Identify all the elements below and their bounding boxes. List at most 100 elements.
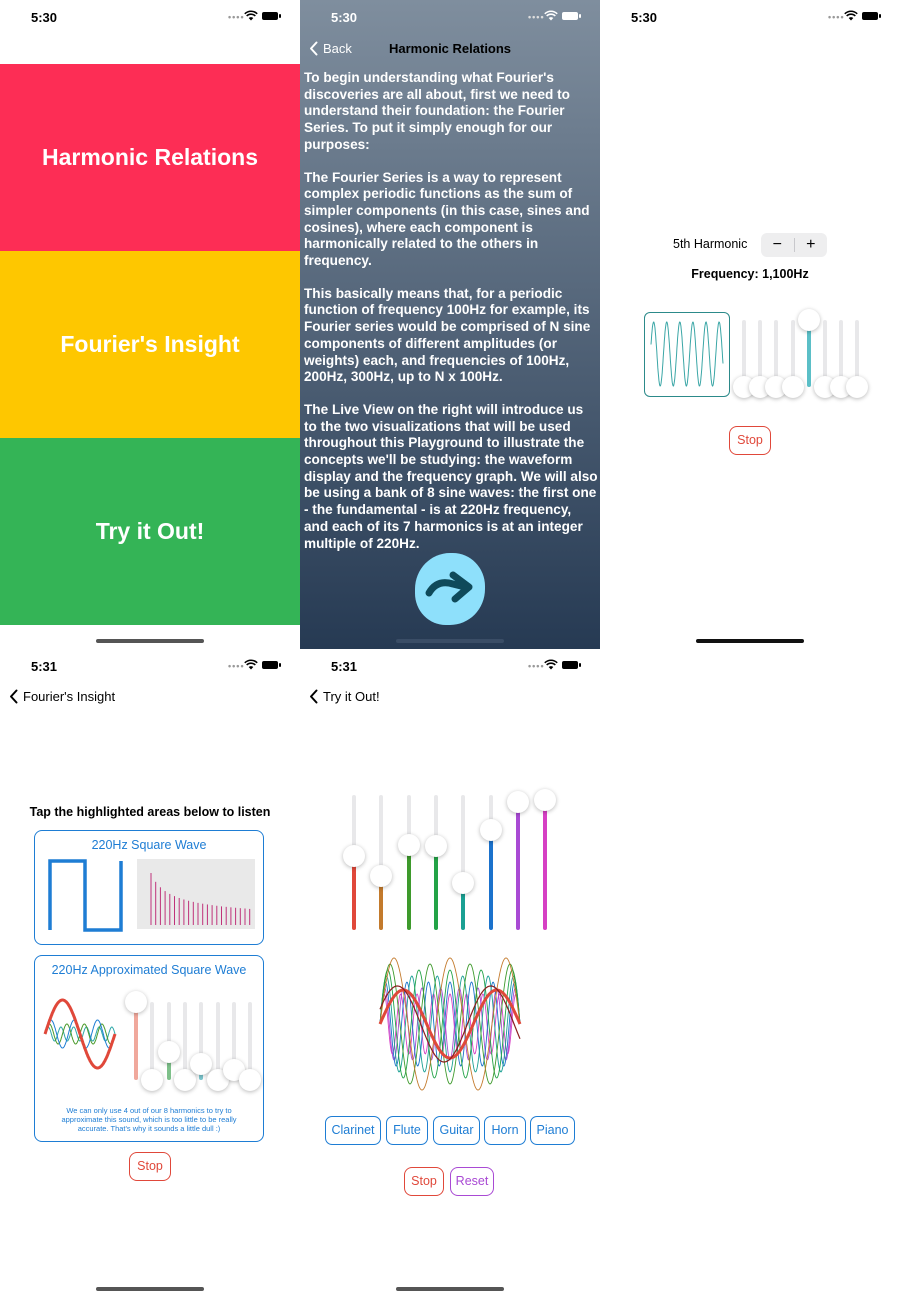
slider-knob[interactable] <box>781 376 804 398</box>
decrement-button[interactable]: − <box>772 236 782 253</box>
instrument-button-piano[interactable]: Piano <box>530 1116 575 1145</box>
battery-icon <box>562 12 581 20</box>
status-bar: 5:30 •••• <box>0 0 300 34</box>
slider-track[interactable] <box>150 1002 155 1080</box>
slider-knob[interactable] <box>125 991 147 1013</box>
fourier-insight-screen: 5:31 •••• Fourier's Insight Tap the high… <box>0 649 300 1298</box>
square-wave-card[interactable]: 220Hz Square Wave <box>34 830 264 945</box>
home-screen: 5:30 •••• Harmonic Relations Fourier's I… <box>0 0 300 649</box>
slider-knob[interactable] <box>765 376 788 398</box>
slider-knob[interactable] <box>846 376 869 398</box>
stop-button[interactable]: Stop <box>729 426 771 455</box>
back-button[interactable]: Fourier's Insight <box>9 689 115 704</box>
slider-knob[interactable] <box>452 871 475 894</box>
frequency-graph-thumbnail <box>137 859 255 929</box>
slider-track[interactable] <box>461 795 466 930</box>
home-indicator <box>96 639 204 643</box>
slider-track[interactable] <box>758 320 763 387</box>
slider-knob[interactable] <box>141 1069 164 1091</box>
slider-track[interactable] <box>790 320 795 387</box>
instrument-button-guitar[interactable]: Guitar <box>433 1116 480 1145</box>
back-label: Fourier's Insight <box>23 689 116 704</box>
battery-icon <box>262 12 281 20</box>
lesson-paragraph: This basically means that, for a periodi… <box>304 285 591 385</box>
signal-icon: •••• <box>228 661 245 671</box>
slider-knob[interactable] <box>370 865 393 887</box>
slider-knob[interactable] <box>534 789 557 812</box>
slider-track[interactable] <box>823 320 827 387</box>
slider-knob[interactable] <box>397 833 420 856</box>
slider-fill <box>806 320 811 387</box>
home-indicator <box>396 639 504 643</box>
harmonic-trace <box>379 963 521 1085</box>
slider-track[interactable] <box>379 795 384 930</box>
battery-icon <box>862 12 881 20</box>
signal-icon: •••• <box>828 12 845 22</box>
instrument-button-clarinet[interactable]: Clarinet <box>325 1116 381 1145</box>
harmonic-trace <box>379 975 521 1073</box>
status-time: 5:31 <box>31 659 58 674</box>
slider-track[interactable] <box>199 1002 204 1080</box>
menu-item-try-it-out[interactable]: Try it Out! <box>0 438 300 625</box>
lesson-paragraph: The Fourier Series is a way to represent… <box>304 169 590 269</box>
slider-knob[interactable] <box>157 1040 180 1063</box>
battery-icon <box>262 661 281 669</box>
slider-fill <box>406 844 411 930</box>
slider-track[interactable] <box>182 1002 187 1080</box>
approximated-waveform <box>43 998 117 1070</box>
instrument-button-flute[interactable]: Flute <box>386 1116 428 1145</box>
home-indicator <box>696 639 804 643</box>
increment-button[interactable]: + <box>806 236 816 253</box>
slider-knob[interactable] <box>343 844 365 867</box>
slider-track[interactable] <box>839 320 844 387</box>
back-button[interactable]: Try it Out! <box>309 689 380 704</box>
slider-track[interactable] <box>231 1002 236 1080</box>
slider-knob[interactable] <box>173 1069 196 1091</box>
slider-track[interactable] <box>248 1002 253 1080</box>
slider-fill <box>433 846 438 930</box>
next-button[interactable] <box>415 553 485 625</box>
menu-item-harmonic-relations[interactable]: Harmonic Relations <box>0 64 300 251</box>
stop-button[interactable]: Stop <box>404 1167 444 1196</box>
harmonic-stepper: − + <box>761 233 827 257</box>
back-label: Back <box>323 41 352 56</box>
wifi-icon <box>244 659 258 670</box>
spectrum-plot <box>150 873 251 925</box>
wifi-icon <box>544 10 558 21</box>
slider-fill <box>379 876 384 930</box>
status-bar: 5:31 •••• <box>0 649 300 683</box>
slider-track[interactable] <box>742 320 746 387</box>
sine-trace <box>650 321 724 387</box>
slider-knob[interactable] <box>506 790 529 813</box>
slider-knob[interactable] <box>239 1069 262 1091</box>
try-it-out-screen: 5:31 •••• Try it Out! Clarinet Flute Gui… <box>300 649 600 1298</box>
menu-item-label: Try it Out! <box>95 518 205 544</box>
slider-knob[interactable] <box>479 819 502 842</box>
instruction-text: Tap the highlighted areas below to liste… <box>29 805 271 819</box>
stop-button[interactable]: Stop <box>129 1152 171 1181</box>
back-button[interactable]: Back <box>309 41 352 56</box>
instrument-button-horn[interactable]: Horn <box>484 1116 526 1145</box>
home-indicator <box>96 1287 204 1291</box>
menu-item-fouriers-insight[interactable]: Fourier's Insight <box>0 251 300 438</box>
harmonic-trace <box>44 1026 116 1042</box>
waveform-display[interactable] <box>644 312 730 397</box>
slider-track[interactable] <box>855 320 860 387</box>
reset-button[interactable]: Reset <box>450 1167 494 1196</box>
lesson-paragraph: The Live View on the right will introduc… <box>304 401 598 551</box>
slider-knob[interactable] <box>797 309 820 331</box>
slider-knob[interactable] <box>190 1053 213 1076</box>
menu-item-label: Harmonic Relations <box>42 144 258 170</box>
lesson-text: To begin understanding what Fourier's di… <box>304 70 598 552</box>
sum-trace <box>379 985 521 1063</box>
back-label: Try it Out! <box>323 689 380 704</box>
slider-knob[interactable] <box>424 835 447 858</box>
combined-waveform <box>378 957 522 1091</box>
square-wave-icon <box>48 859 123 932</box>
signal-icon: •••• <box>228 12 245 22</box>
approximated-wave-card[interactable]: 220Hz Approximated Square Wave We can on… <box>34 955 264 1142</box>
status-bar: 5:30 •••• <box>300 0 600 34</box>
chevron-left-icon <box>310 689 318 704</box>
slider-track[interactable] <box>215 1002 220 1080</box>
slider-track[interactable] <box>774 320 779 387</box>
